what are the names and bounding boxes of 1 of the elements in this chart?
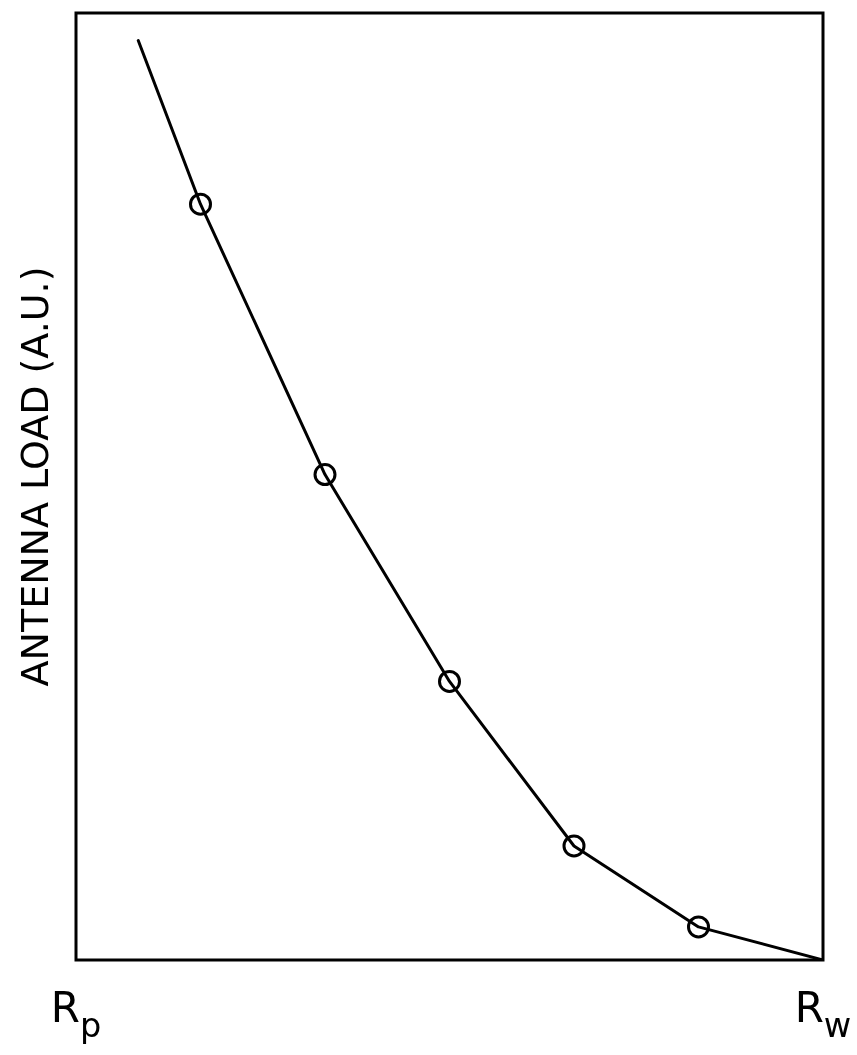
y-axis-title: ANTENNA LOAD (A.U.) (13, 266, 57, 687)
